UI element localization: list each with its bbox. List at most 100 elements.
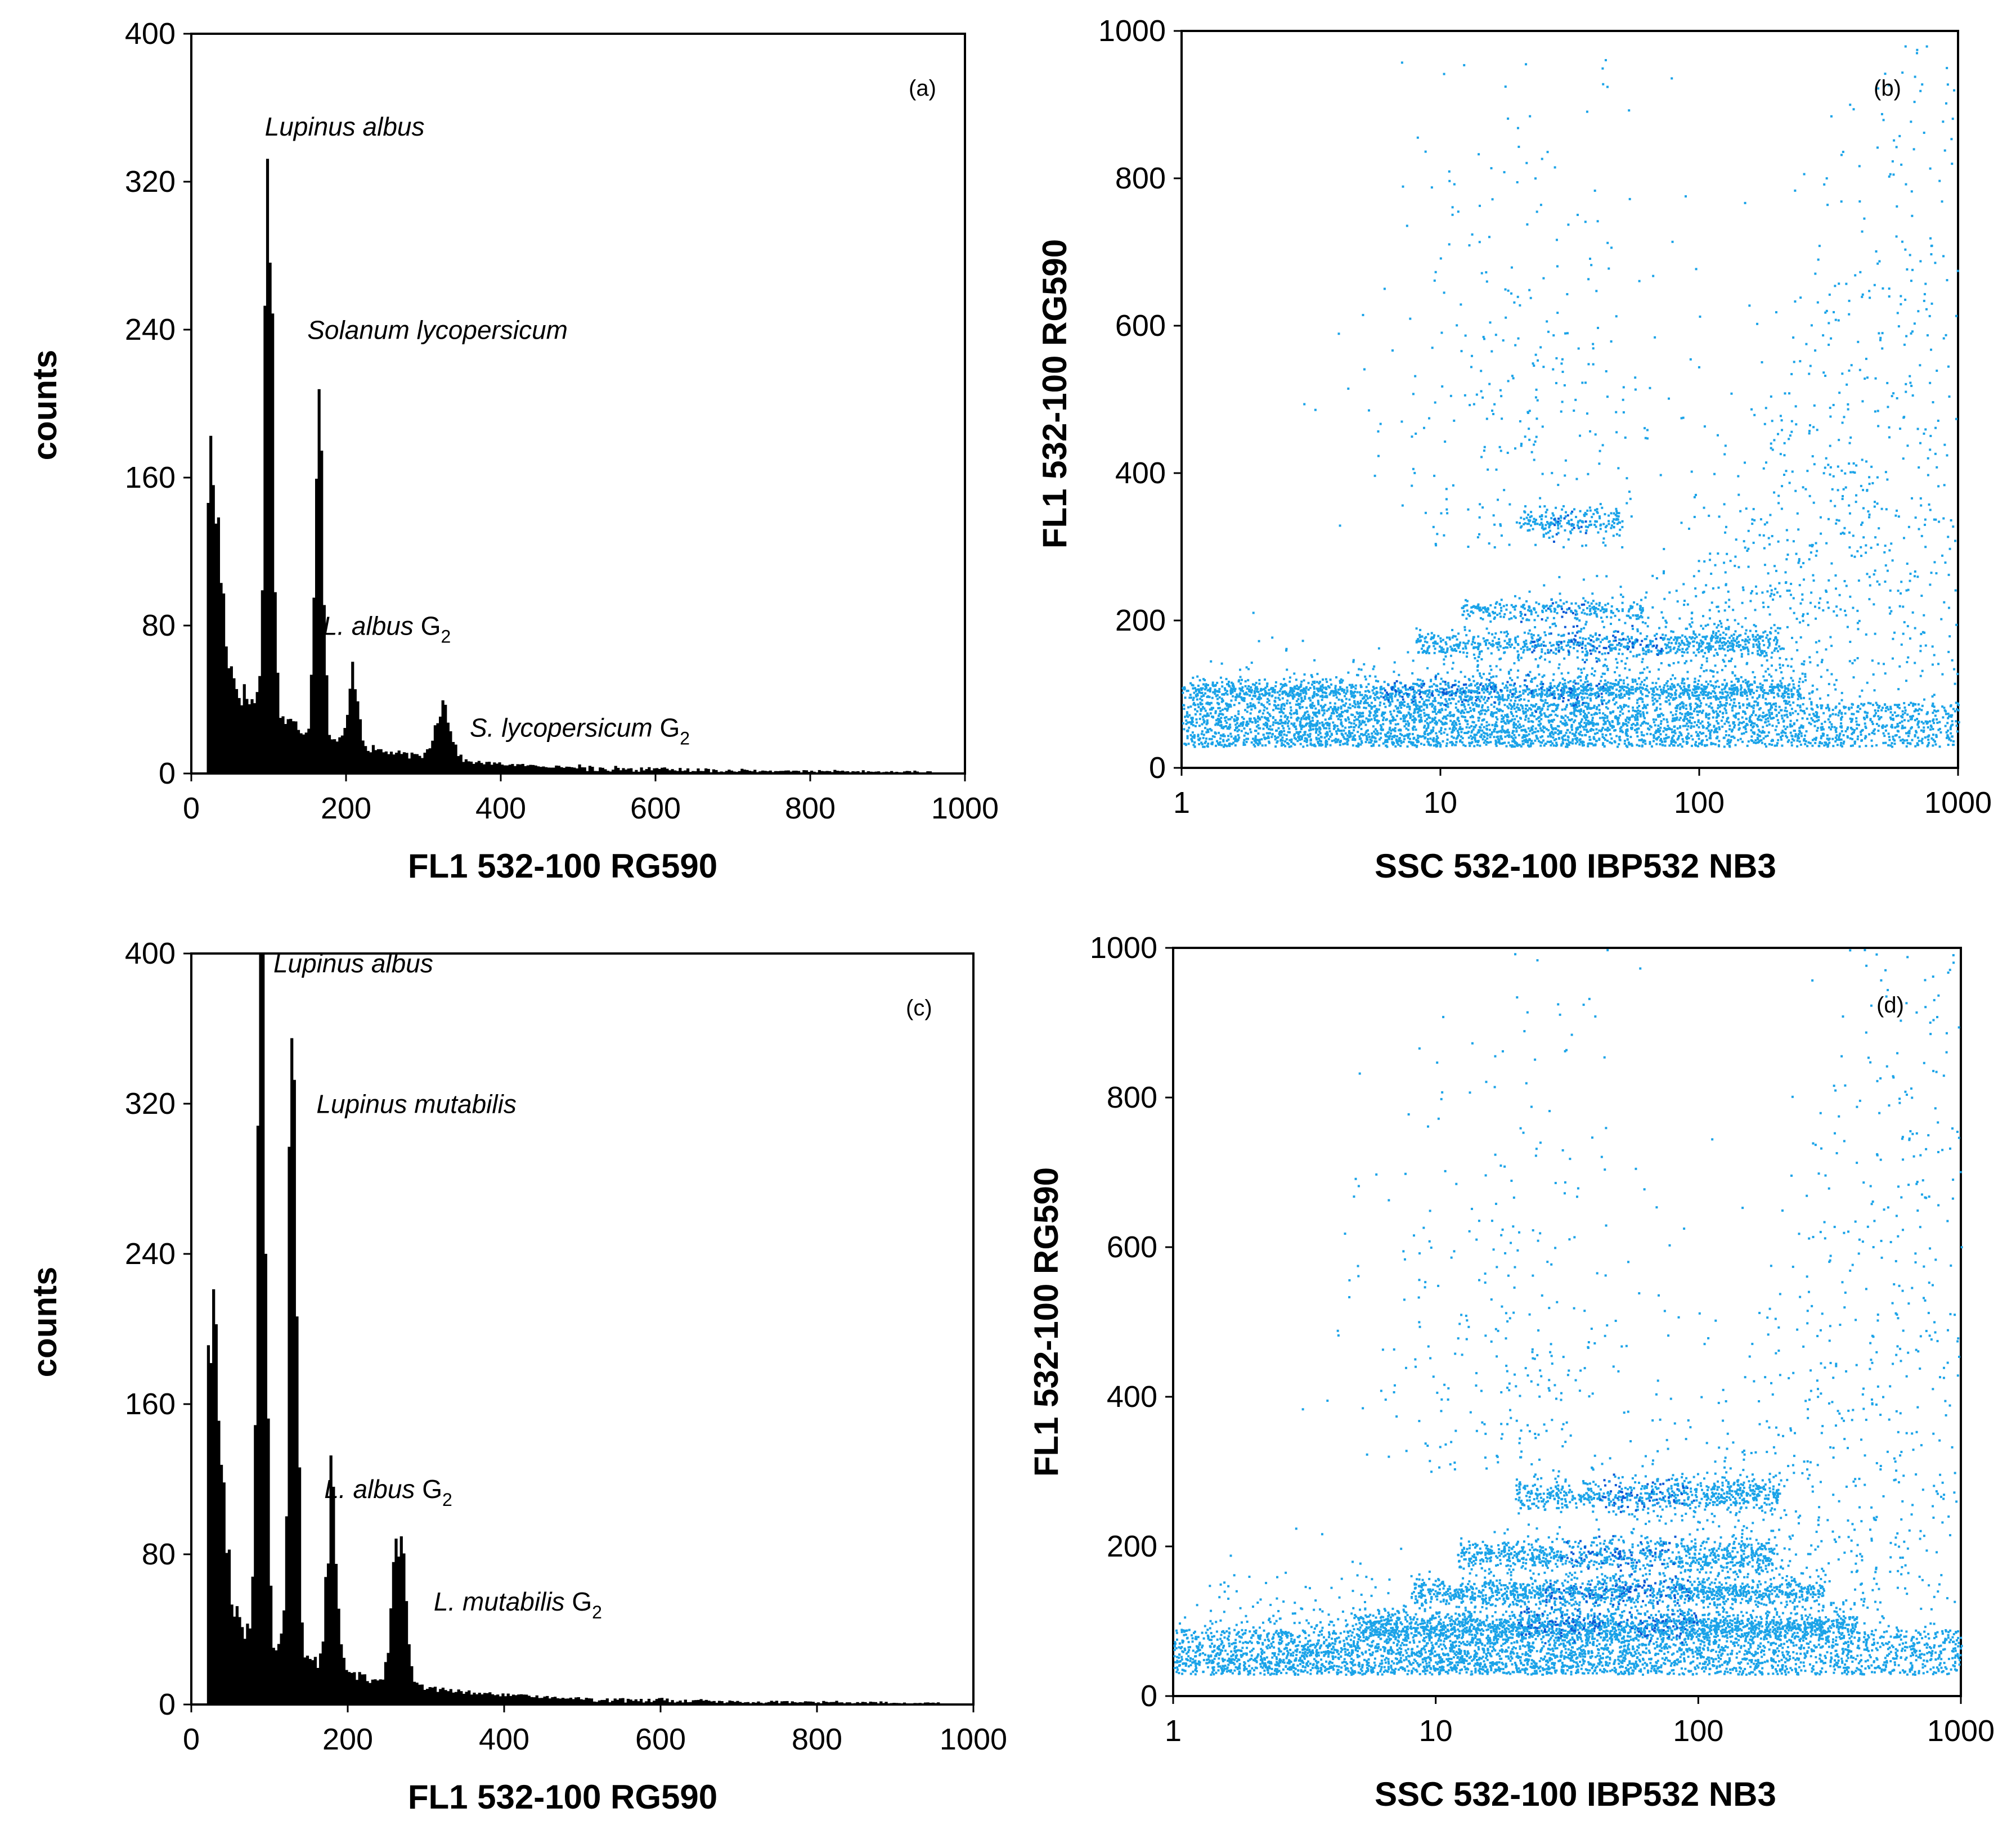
histogram-bar — [279, 718, 282, 773]
histogram-bar — [327, 735, 331, 773]
scatter-point — [1916, 742, 1919, 745]
scatter-point — [1550, 713, 1552, 716]
scatter-point — [1716, 605, 1718, 608]
scatter-point — [1747, 565, 1750, 568]
scatter-point — [1346, 710, 1349, 713]
scatter-point — [1315, 729, 1318, 732]
scatter-point — [1584, 725, 1587, 728]
scatter-point — [1525, 731, 1528, 734]
scatter-point — [1601, 606, 1604, 609]
scatter-point — [1930, 572, 1933, 574]
scatter-point — [1843, 416, 1846, 419]
scatter-point — [1698, 710, 1700, 713]
scatter-point — [1527, 717, 1530, 720]
scatter-point — [1504, 714, 1507, 717]
scatter-point — [1566, 704, 1569, 707]
scatter-point — [1772, 598, 1775, 601]
scatter-point — [1745, 507, 1748, 510]
scatter-point — [1687, 714, 1690, 717]
scatter-point — [1636, 699, 1639, 701]
scatter-point — [1389, 703, 1392, 706]
scatter-point — [1254, 740, 1257, 743]
scatter-point — [1191, 735, 1194, 738]
scatter-point — [1920, 504, 1923, 507]
scatter-point — [1416, 707, 1419, 710]
scatter-point — [1336, 725, 1339, 727]
scatter-point — [1948, 738, 1951, 741]
scatter-point — [1926, 745, 1929, 748]
scatter-point — [1690, 726, 1692, 729]
scatter-point — [1857, 710, 1860, 713]
scatter-point — [1788, 482, 1791, 484]
scatter-point — [1285, 693, 1287, 696]
scatter-point — [1471, 741, 1474, 744]
scatter-point — [1581, 643, 1584, 646]
scatter-point — [1914, 708, 1917, 711]
scatter-point — [1619, 644, 1622, 647]
scatter-point — [1502, 720, 1505, 723]
scatter-point — [1461, 727, 1464, 730]
scatter-point — [1816, 550, 1819, 552]
scatter-point — [1714, 564, 1717, 566]
scatter-point — [1601, 743, 1604, 746]
scatter-point — [1304, 724, 1307, 727]
scatter-point — [1921, 631, 1924, 633]
scatter-point — [1198, 717, 1201, 720]
scatter-point — [1838, 702, 1841, 705]
scatter-point — [1436, 721, 1439, 724]
scatter-point — [1688, 527, 1691, 530]
scatter-point — [1805, 730, 1808, 733]
scatter-point — [1297, 735, 1300, 738]
scatter-point — [1605, 575, 1608, 578]
scatter-point — [1714, 728, 1717, 731]
y-tick-label: 160 — [125, 461, 176, 494]
scatter-point — [1914, 719, 1916, 722]
histogram-bar — [910, 772, 914, 773]
scatter-point — [1507, 741, 1510, 744]
scatter-point — [1255, 739, 1258, 741]
scatter-point — [1349, 735, 1352, 738]
histogram-bar — [384, 751, 388, 773]
scatter-point — [1861, 400, 1864, 403]
histogram-bar — [544, 767, 548, 773]
histogram-bar — [735, 772, 739, 773]
scatter-point — [1622, 722, 1625, 725]
scatter-point — [1360, 723, 1363, 726]
scatter-point — [1397, 743, 1400, 746]
scatter-point — [1852, 703, 1855, 706]
scatter-point — [1942, 120, 1945, 123]
scatter-point — [1664, 744, 1667, 747]
scatter-point — [1389, 720, 1391, 723]
scatter-point — [1592, 736, 1595, 739]
scatter-point — [1417, 711, 1420, 714]
scatter-point — [1716, 626, 1718, 629]
scatter-point — [1223, 744, 1226, 746]
scatter-point — [1429, 732, 1432, 735]
scatter-point — [1910, 727, 1912, 730]
scatter-point — [1830, 726, 1833, 728]
scatter-point — [1317, 711, 1320, 714]
scatter-point — [1848, 512, 1851, 515]
scatter-point — [1439, 704, 1442, 707]
scatter-point — [1222, 740, 1225, 743]
scatter-point — [1376, 722, 1379, 725]
scatter-point — [1374, 712, 1377, 715]
scatter-point — [1413, 717, 1416, 720]
scatter-point — [1775, 569, 1777, 572]
scatter-point — [1868, 476, 1871, 479]
scatter-point — [1391, 735, 1394, 738]
scatter-point — [1433, 683, 1435, 686]
scatter-point — [1951, 118, 1954, 120]
scatter-point — [1247, 722, 1250, 725]
scatter-point — [1550, 735, 1552, 738]
scatter-point — [1206, 713, 1209, 716]
scatter-point — [1771, 420, 1773, 422]
scatter-point — [1777, 502, 1780, 505]
scatter-point — [1796, 745, 1799, 748]
scatter-point — [1717, 605, 1719, 608]
scatter-point — [1757, 738, 1759, 741]
scatter-point — [1274, 738, 1277, 741]
scatter-point — [1191, 731, 1194, 734]
scatter-point — [1411, 672, 1414, 674]
scatter-point — [1601, 728, 1604, 731]
